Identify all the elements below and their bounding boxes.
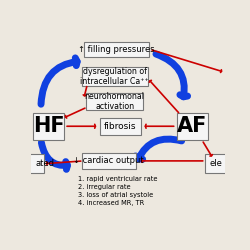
FancyBboxPatch shape [86,92,143,110]
Text: dysregulation of
intracellular Ca⁺⁺: dysregulation of intracellular Ca⁺⁺ [80,66,149,86]
FancyBboxPatch shape [176,113,208,140]
FancyBboxPatch shape [84,42,150,57]
Text: 1. rapid ventricular rate
2. irregular rate
3. loss of atrial systole
4. increas: 1. rapid ventricular rate 2. irregular r… [78,176,157,206]
FancyBboxPatch shape [82,66,148,86]
Text: ele: ele [210,159,222,168]
FancyBboxPatch shape [82,153,136,168]
Text: ↓ cardiac output: ↓ cardiac output [74,156,144,166]
Text: neurohormonal
activation: neurohormonal activation [84,92,144,111]
Text: AF: AF [177,116,207,136]
Text: HF: HF [33,116,64,136]
FancyBboxPatch shape [33,113,64,140]
Text: fibrosis: fibrosis [104,122,136,131]
Text: ated: ated [35,159,54,168]
Text: ↑ filling pressures: ↑ filling pressures [78,45,155,54]
FancyBboxPatch shape [100,118,141,135]
FancyBboxPatch shape [205,154,236,174]
FancyBboxPatch shape [15,154,44,174]
